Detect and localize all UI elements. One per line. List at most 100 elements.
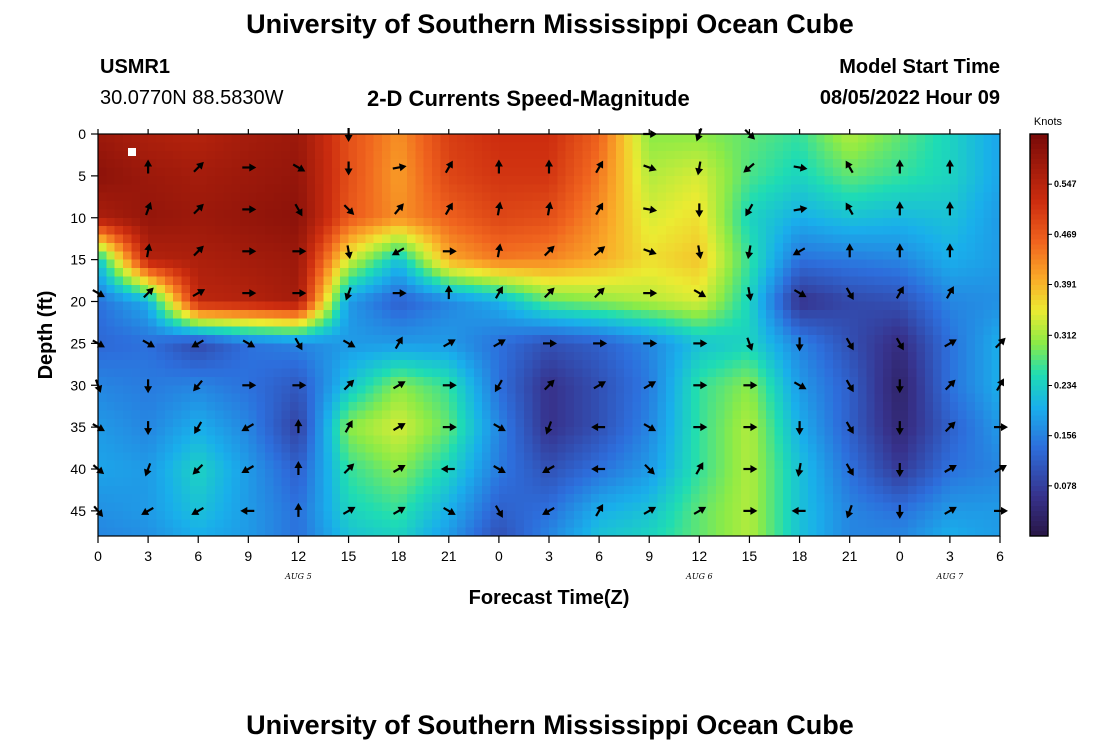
heatmap-cell [148, 510, 158, 520]
heatmap-cell [281, 192, 291, 202]
heatmap-cell [498, 209, 508, 219]
heatmap-cell [173, 276, 183, 286]
heatmap-cell [732, 167, 742, 177]
heatmap-cell [724, 452, 734, 462]
heatmap-cell [373, 443, 383, 453]
heatmap-cell [381, 259, 391, 269]
heatmap-cell [306, 234, 316, 244]
heatmap-cell [824, 276, 834, 286]
heatmap-cell [106, 460, 116, 470]
heatmap-cell [223, 242, 233, 252]
heatmap-cell [732, 385, 742, 395]
heatmap-cell [390, 326, 400, 336]
heatmap-cell [941, 494, 951, 504]
heatmap-cell [816, 410, 826, 420]
heatmap-cell [256, 175, 266, 185]
heatmap-cell [415, 494, 425, 504]
heatmap-cell [123, 427, 133, 437]
heatmap-cell [707, 494, 717, 504]
heatmap-cell [523, 452, 533, 462]
heatmap-cell [874, 217, 884, 227]
heatmap-cell [515, 376, 525, 386]
heatmap-cell [356, 343, 366, 353]
heatmap-cell [958, 376, 968, 386]
heatmap-cell [849, 150, 859, 160]
heatmap-cell [582, 159, 592, 169]
heatmap-cell [582, 427, 592, 437]
heatmap-cell [649, 343, 659, 353]
heatmap-cell [340, 192, 350, 202]
heatmap-cell [766, 385, 776, 395]
model-start-label: Model Start Time [839, 56, 1000, 78]
heatmap-cell [98, 234, 107, 244]
heatmap-cell [599, 435, 609, 445]
heatmap-cell [749, 150, 759, 160]
heatmap-cell [991, 226, 1001, 236]
heatmap-cell [365, 318, 375, 328]
heatmap-cell [356, 234, 366, 244]
heatmap-cell [239, 343, 249, 353]
heatmap-cell [540, 376, 550, 386]
heatmap-cell [832, 209, 842, 219]
heatmap-cell [983, 343, 993, 353]
heatmap-cell [139, 360, 149, 370]
heatmap-cell [198, 477, 208, 487]
heatmap-cell [615, 284, 625, 294]
heatmap-cell [265, 360, 274, 370]
heatmap-cell [206, 318, 216, 328]
heatmap-cell [858, 142, 867, 152]
heatmap-cell [465, 242, 475, 252]
heatmap-cell [816, 201, 826, 210]
heatmap-cell [256, 351, 266, 361]
heatmap-cell [465, 502, 475, 512]
heatmap-cell [398, 251, 408, 261]
heatmap-cell [549, 351, 558, 361]
heatmap-cell [123, 201, 133, 210]
heatmap-cell [699, 510, 709, 520]
heatmap-cell [966, 360, 976, 370]
heatmap-cell [248, 368, 258, 378]
heatmap-cell [991, 201, 1001, 210]
heatmap-cell [615, 276, 625, 286]
heatmap-cell [515, 226, 525, 236]
heatmap-cell [507, 242, 517, 252]
heatmap-cell [365, 301, 375, 311]
heatmap-cell [248, 494, 258, 504]
heatmap-cell [607, 393, 617, 403]
heatmap-cell [189, 443, 199, 453]
heatmap-cell [690, 335, 700, 344]
heatmap-cell [908, 435, 918, 445]
heatmap-cell [440, 309, 450, 319]
heatmap-cell [874, 159, 884, 169]
heatmap-cell [381, 226, 391, 236]
heatmap-cell [849, 418, 859, 428]
heatmap-cell [966, 217, 976, 227]
heatmap-cell [273, 142, 283, 152]
heatmap-cell [181, 150, 191, 160]
heatmap-cell [540, 301, 550, 311]
heatmap-cell [298, 234, 308, 244]
heatmap-cell [874, 326, 884, 336]
heatmap-cell [206, 301, 216, 311]
heatmap-cell [816, 242, 826, 252]
heatmap-cell [156, 301, 166, 311]
heatmap-cell [958, 360, 968, 370]
heatmap-cell [858, 343, 867, 353]
heatmap-cell [565, 385, 575, 395]
heatmap-cell [741, 150, 751, 160]
heatmap-cell [974, 443, 984, 453]
heatmap-cell [565, 410, 575, 420]
heatmap-cell [148, 393, 158, 403]
heatmap-cell [290, 184, 300, 194]
heatmap-cell [916, 201, 926, 210]
heatmap-cell [173, 360, 183, 370]
heatmap-cell [156, 360, 166, 370]
heatmap-cell [432, 402, 442, 411]
heatmap-cell [716, 201, 725, 210]
heatmap-cell [582, 335, 592, 344]
heatmap-cell [198, 360, 208, 370]
heatmap-cell [156, 469, 166, 478]
heatmap-cell [181, 494, 191, 504]
heatmap-cell [657, 150, 667, 160]
heatmap-cell [665, 217, 675, 227]
